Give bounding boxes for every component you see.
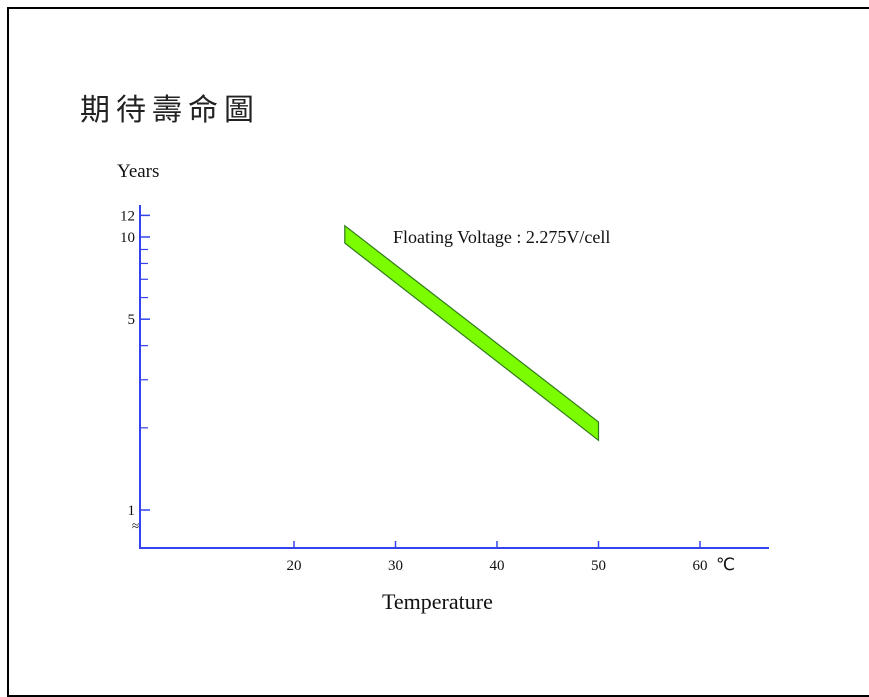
chart-frame bbox=[7, 7, 869, 697]
chart-title: 期待壽命圖 bbox=[80, 93, 260, 128]
y-ticks: 1 5 10 12 bbox=[120, 208, 150, 519]
y-tick-label: 12 bbox=[120, 208, 135, 224]
axis-break-mark: ≈ bbox=[132, 518, 139, 533]
y-tick-label: 1 bbox=[128, 503, 136, 519]
x-tick-label: 60 bbox=[693, 558, 708, 574]
y-axis-label: Years bbox=[117, 161, 159, 182]
y-tick-label: 10 bbox=[120, 230, 135, 246]
y-tick-label: 5 bbox=[128, 312, 136, 328]
life-expectancy-chart: 期待壽命圖 Years 1 5 10 12 20 30 40 50 60 ≈ ℃ Floati… bbox=[80, 93, 769, 614]
floating-voltage-annotation: Floating Voltage : 2.275V/cell bbox=[393, 227, 610, 247]
x-axis-label: Temperature bbox=[382, 589, 493, 614]
x-tick-label: 40 bbox=[490, 558, 505, 574]
x-ticks: 20 30 40 50 60 bbox=[287, 541, 708, 574]
x-tick-label: 30 bbox=[388, 558, 403, 574]
life-expectancy-band bbox=[344, 224, 600, 442]
x-tick-label: 20 bbox=[287, 558, 302, 574]
y-minor-ticks bbox=[140, 248, 148, 429]
x-tick-label: 50 bbox=[591, 558, 606, 574]
x-unit-label: ℃ bbox=[716, 555, 735, 575]
